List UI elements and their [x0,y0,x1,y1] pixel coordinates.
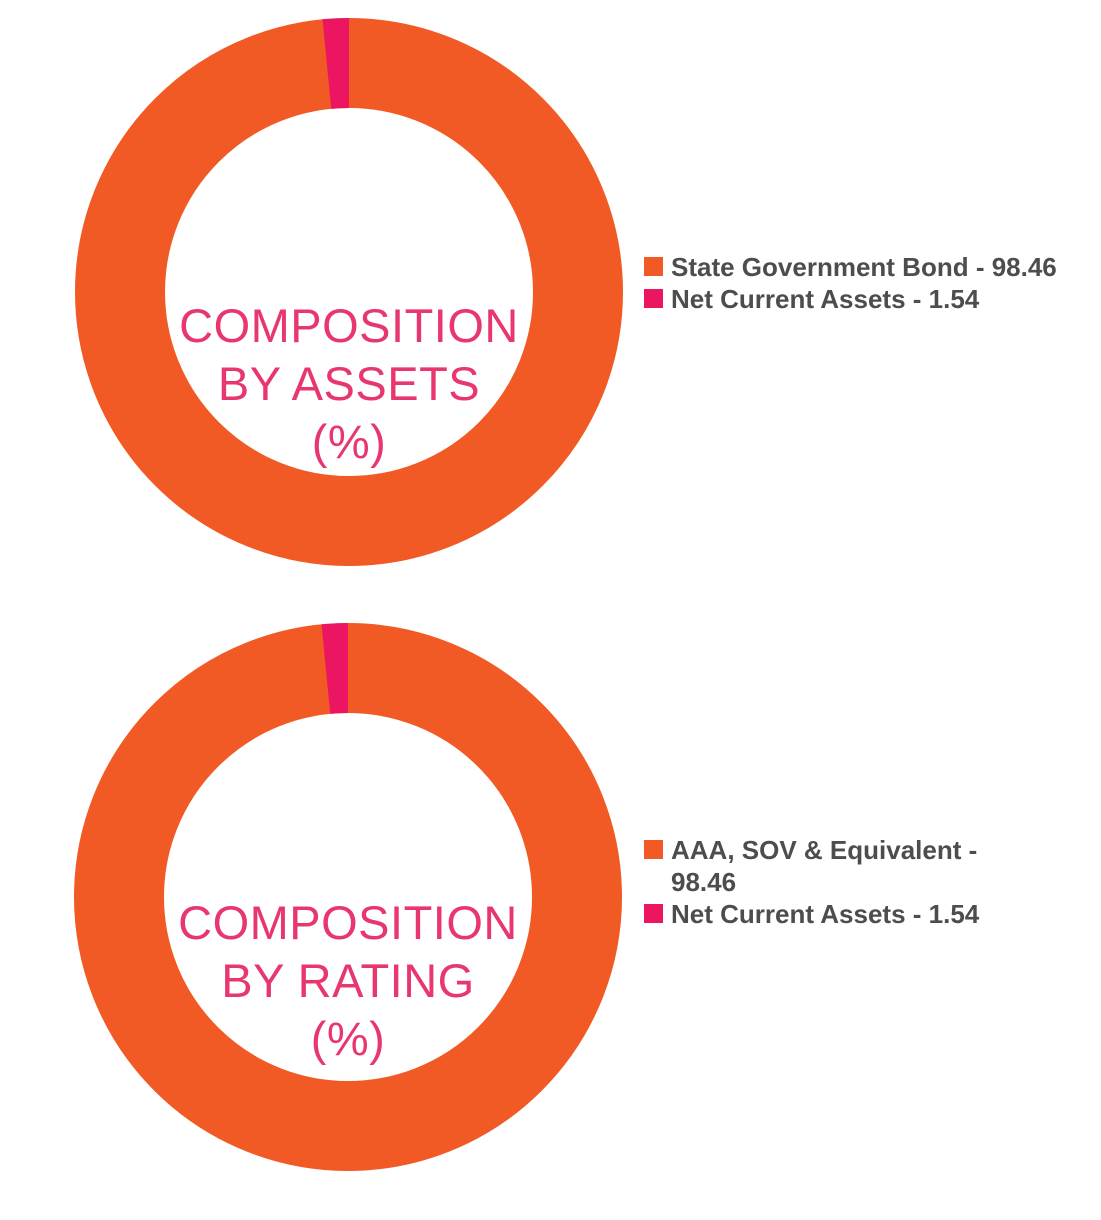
donut-segment-net-current-assets [75,18,623,566]
legend-label: AAA, SOV & Equivalent - 98.46 [671,835,978,897]
legend-label: Net Current Assets - 1.54 [671,899,980,929]
legend-item: State Government Bond - 98.46 [644,251,1101,283]
legend-item: AAA, SOV & Equivalent - 98.46 [644,834,996,898]
legend-label: Net Current Assets - 1.54 [671,284,980,314]
donut-segment-state-government-bond [75,18,623,566]
legend-item: Net Current Assets - 1.54 [644,283,1101,315]
composition-by-assets-donut [75,18,623,566]
composition-by-rating-donut [74,623,622,1171]
title-line: (%) [310,1012,386,1065]
title-line: BY RATING [221,954,475,1007]
legend-color-swatch-orange [644,257,663,276]
legend-label: State Government Bond - 98.46 [671,252,1057,282]
legend-color-swatch-pink [644,289,663,308]
rating-legend: AAA, SOV & Equivalent - 98.46 Net Curren… [644,834,996,930]
donut-segment-aaa-sov-equivalent [74,623,622,1171]
title-line: COMPOSITION [179,299,519,352]
legend-color-swatch-orange [644,840,663,859]
donut-center-title-assets: COMPOSITION BY ASSETS (%) [75,297,623,471]
title-line: COMPOSITION [178,896,518,949]
legend-color-swatch-pink [644,904,663,923]
title-line: (%) [311,415,387,468]
donut-segment-net-current-assets [74,623,622,1171]
donut-center-title-rating: COMPOSITION BY RATING (%) [74,894,622,1068]
legend-item: Net Current Assets - 1.54 [644,898,996,930]
assets-legend: State Government Bond - 98.46 Net Curren… [644,251,1101,315]
title-line: BY ASSETS [217,357,481,410]
